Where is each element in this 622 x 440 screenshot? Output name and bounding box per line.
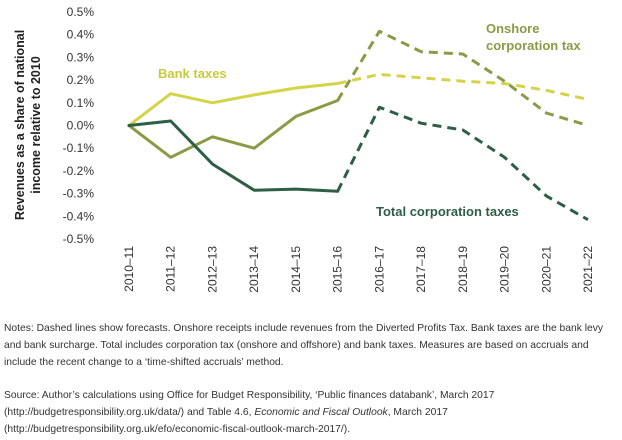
chart-notes: Notes: Dashed lines show forecasts. Onsh…	[4, 320, 618, 371]
source-prefix: Source: Author’s calculations using Offi…	[4, 390, 495, 418]
series-label-onshore-line-1: Onshore	[486, 21, 539, 36]
x-tick-label: 2021–22	[581, 246, 595, 293]
series-label-total-corporation-taxes: Total corporation taxes	[376, 204, 519, 219]
series-line-2-forecast	[336, 105, 589, 222]
y-tick-labels: -0.5% -0.4% -0.3% -0.2% -0.1% 0.0% 0.1% 0.2% 0.3…	[63, 5, 95, 246]
source-text: Source: Author’s calculations using Offi…	[4, 387, 618, 438]
x-tick-label: 2013–14	[247, 246, 261, 293]
x-tick-label: 2017–18	[414, 246, 428, 293]
series-line-2-actual	[127, 119, 340, 193]
chart-source: Source: Author’s calculations using Offi…	[4, 387, 618, 438]
x-tick-label: 2014–15	[289, 246, 303, 293]
x-tick-label: 2018–19	[456, 246, 470, 293]
x-tick-label: 2011–12	[164, 246, 178, 292]
series-line-0-forecast	[337, 72, 589, 101]
series-label-bank-taxes: Bank taxes	[158, 66, 227, 81]
y-tick-label: 0.2%	[67, 73, 95, 87]
y-axis-title-line-2: income relative to 2010	[29, 56, 43, 194]
series-lines	[127, 29, 589, 222]
x-tick-label: 2019–20	[498, 246, 512, 293]
y-tick-label: 0.1%	[67, 96, 95, 110]
y-tick-label: 0.5%	[67, 5, 95, 19]
y-tick-label: -0.5%	[63, 232, 95, 246]
x-tick-label: 2020–21	[539, 246, 553, 293]
notes-text: Notes: Dashed lines show forecasts. Onsh…	[4, 323, 604, 368]
x-tick-labels: 2010–11 2011–12 2012–13 2013–14 2014–15 2015–…	[122, 246, 595, 293]
y-tick-label: 0.0%	[67, 119, 95, 133]
source-publication-title: Economic and Fiscal Outlook	[254, 407, 388, 418]
y-axis-title-line-1: Revenues as a share of national	[13, 30, 27, 220]
x-tick-label: 2010–11	[122, 246, 136, 292]
series-label-onshore-line-2: corporation tax	[486, 38, 581, 53]
y-axis-title: Revenues as a share of national income r…	[13, 30, 43, 220]
series-line-1-forecast	[336, 29, 589, 127]
series-labels: Bank taxes Onshore corporation tax Total…	[158, 21, 581, 219]
y-tick-label: -0.4%	[63, 209, 95, 223]
x-tick-label: 2012–13	[205, 246, 219, 293]
y-tick-label: -0.1%	[63, 141, 95, 155]
x-tick-label: 2015–16	[331, 246, 345, 293]
line-chart: Revenues as a share of national income r…	[13, 5, 595, 293]
series-line-0-actual	[127, 82, 340, 127]
source-suffix: , March 2017 (http://budgetresponsibilit…	[4, 407, 448, 435]
y-tick-label: 0.4%	[67, 28, 95, 42]
x-tick-label: 2016–17	[372, 246, 386, 293]
y-tick-label: -0.3%	[63, 187, 95, 201]
series-line-1-actual	[127, 99, 340, 159]
y-tick-label: -0.2%	[63, 164, 95, 178]
y-tick-label: 0.3%	[67, 50, 95, 64]
